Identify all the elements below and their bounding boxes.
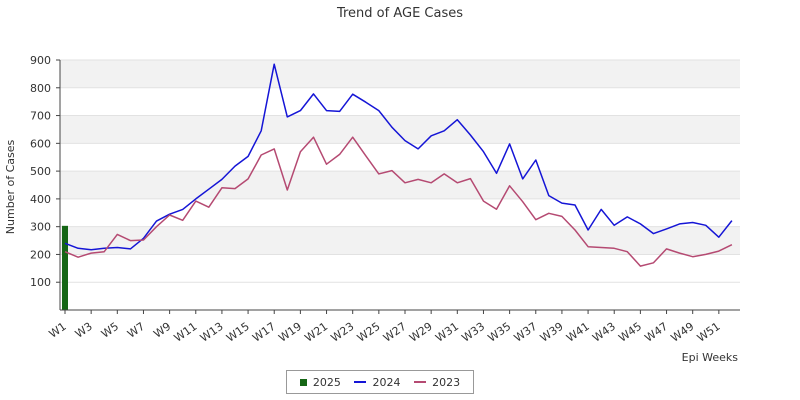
x-tick-label: W15	[224, 320, 252, 345]
x-tick-label: W37	[512, 320, 540, 345]
x-tick-label: W47	[642, 320, 670, 345]
x-tick-label: W41	[564, 320, 592, 345]
y-tick-label: 500	[30, 165, 51, 178]
gridlines	[60, 59, 740, 283]
y-tick-label: 400	[30, 193, 51, 206]
grid-band	[60, 226, 740, 255]
y-tick-label: 100	[30, 276, 51, 289]
legend-swatch-2023	[414, 381, 427, 383]
x-tick-label: W9	[151, 320, 173, 341]
x-tick-label: W35	[486, 320, 514, 345]
x-tick-label: W5	[99, 320, 121, 341]
grid-band	[60, 171, 740, 199]
legend-label-2024: 2024	[372, 375, 401, 389]
x-axis-ticks: W1 W3 W5 W7 W9W11W13W15W17W19W21W23W25W27W29…	[47, 310, 723, 345]
legend-label-2023: 2023	[432, 375, 461, 389]
legend-swatch-2024	[354, 381, 367, 383]
y-axis-label: Number of Cases	[4, 140, 17, 235]
y-tick-label: 200	[30, 248, 51, 261]
x-tick-label: W1	[47, 320, 69, 341]
y-tick-label: 700	[30, 110, 51, 123]
x-tick-label: W31	[433, 320, 461, 345]
bar-2025-w1[interactable]	[62, 225, 68, 310]
x-tick-label: W7	[125, 320, 147, 341]
x-tick-label: W29	[407, 320, 435, 345]
legend-label-2025: 2025	[312, 375, 341, 389]
y-axis-ticks: 100 200 300 400 500 600 700 800 900	[30, 54, 60, 289]
y-tick-label: 300	[30, 221, 51, 234]
legend-item-2025[interactable]: 2025	[299, 375, 341, 389]
x-tick-label: W11	[172, 320, 200, 345]
x-tick-label: W23	[329, 320, 357, 345]
y-tick-label: 900	[30, 54, 51, 67]
legend-item-2024[interactable]: 2024	[354, 376, 400, 389]
x-tick-label: W39	[538, 320, 566, 345]
x-tick-label: W43	[590, 320, 618, 345]
grid-band	[60, 115, 740, 144]
line-series-2024[interactable]	[64, 63, 733, 251]
x-tick-label: W33	[459, 320, 487, 345]
x-tick-label: W13	[198, 320, 226, 345]
y-tick-label: 800	[30, 82, 51, 95]
x-tick-label: W19	[276, 320, 304, 345]
series-layer	[62, 63, 733, 310]
legend: 2025 2024 2023	[286, 370, 474, 394]
line-series-2023[interactable]	[64, 136, 733, 267]
legend-item-2023[interactable]: 2023	[414, 376, 460, 389]
grid-bands	[60, 60, 740, 255]
x-tick-label: W49	[669, 320, 697, 345]
x-tick-label: W25	[355, 320, 383, 345]
x-tick-label: W17	[250, 320, 278, 345]
x-tick-label: W21	[302, 320, 330, 345]
x-tick-label: W51	[695, 320, 723, 345]
x-tick-label: W3	[73, 320, 95, 341]
chart-title: Trend of AGE Cases	[336, 6, 463, 21]
x-tick-label: W27	[381, 320, 409, 345]
x-axis-label: Epi Weeks	[682, 351, 739, 364]
legend-swatch-2025	[299, 378, 307, 386]
y-tick-label: 600	[30, 137, 51, 150]
x-tick-label: W45	[616, 320, 644, 345]
grid-band	[60, 60, 740, 88]
